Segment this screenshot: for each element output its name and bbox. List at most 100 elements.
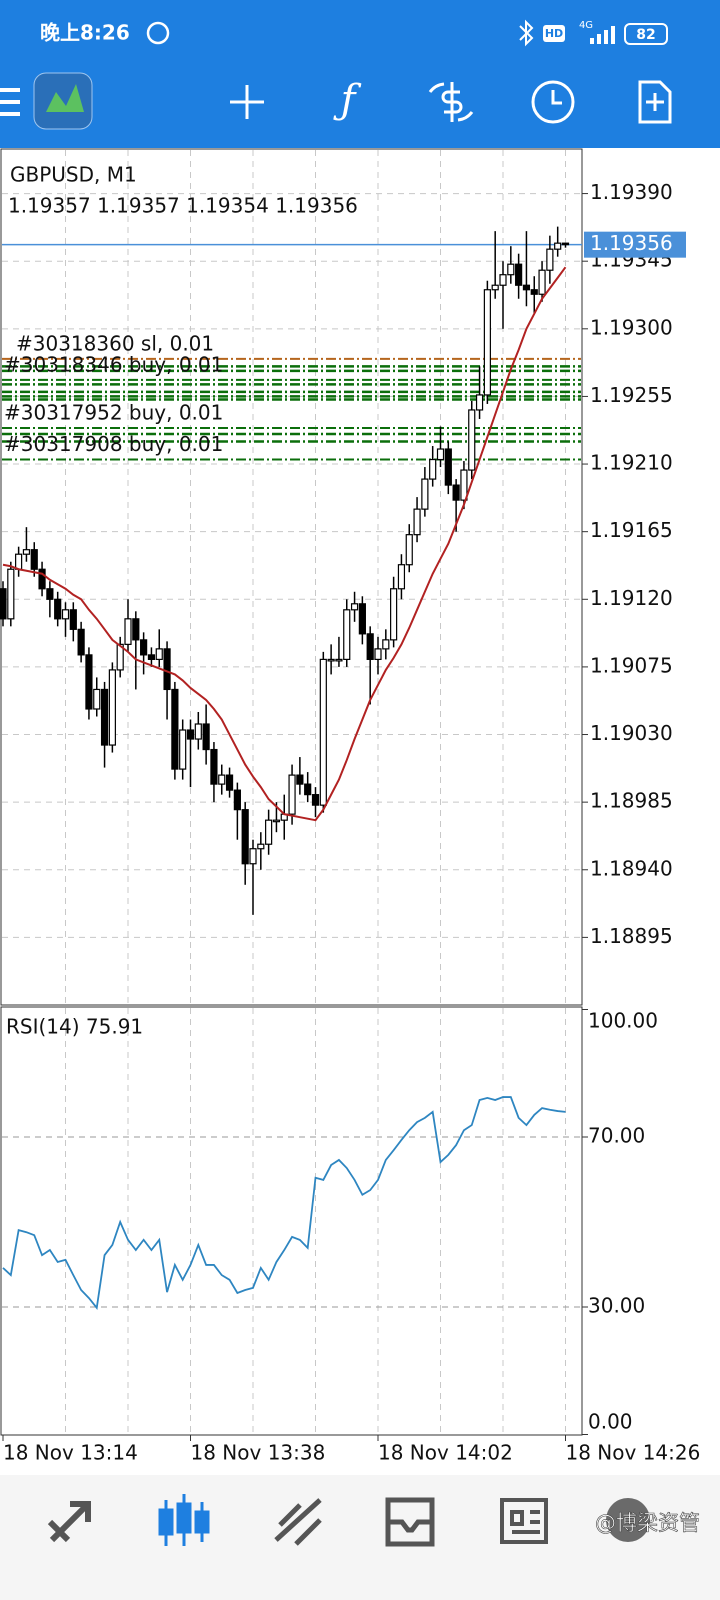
candle-body xyxy=(304,783,312,796)
moving-average xyxy=(2,266,567,822)
candle-body xyxy=(61,609,70,620)
y-tick-label: 1.19255 xyxy=(590,383,673,407)
candle-body xyxy=(413,508,421,536)
chart-title: GBPUSD, M1 xyxy=(10,163,137,187)
candle-body xyxy=(429,458,437,480)
candle-body xyxy=(436,448,445,461)
candle-body xyxy=(343,609,351,660)
menu-button[interactable] xyxy=(0,88,20,116)
candle-body xyxy=(288,774,296,815)
candle-body xyxy=(491,284,499,291)
candle-body xyxy=(30,549,38,570)
bid-label: 1.19356 xyxy=(590,231,673,255)
candle-body xyxy=(46,588,54,600)
candle-body xyxy=(374,648,382,660)
candle-body xyxy=(311,794,320,806)
nav-quotes[interactable] xyxy=(47,1501,91,1543)
candle-body xyxy=(335,658,343,662)
x-tick-label: 18 Nov 14:26 xyxy=(566,1441,701,1465)
y-tick-label: 1.19210 xyxy=(590,451,673,475)
trade-button[interactable] xyxy=(428,82,474,122)
candle-body xyxy=(546,248,554,271)
candle-body xyxy=(483,289,491,396)
period-button[interactable] xyxy=(531,80,575,124)
candle-body xyxy=(100,688,109,746)
candle-body xyxy=(225,774,234,791)
candle-body xyxy=(296,774,304,785)
rsi-line xyxy=(2,1096,566,1311)
candle-body xyxy=(171,688,179,770)
hd-label: HD xyxy=(545,27,563,40)
candle-body xyxy=(186,729,195,740)
y-tick-label: 1.19030 xyxy=(590,721,673,745)
candle-body xyxy=(147,654,156,660)
bluetooth-icon xyxy=(519,19,534,47)
y-tick-label: 1.19300 xyxy=(590,315,673,339)
candle-body xyxy=(554,242,562,250)
y-tick-label: 1.18985 xyxy=(590,789,673,813)
y-tick-label: 100.00 xyxy=(588,1009,658,1033)
rsi-panel xyxy=(0,1006,583,1436)
candle-body xyxy=(233,789,241,811)
candle-body xyxy=(515,263,523,286)
candle-body xyxy=(499,274,507,286)
candle-body xyxy=(468,409,476,471)
candle-body xyxy=(475,394,484,411)
candle-body xyxy=(460,469,468,501)
candle-body xyxy=(397,564,406,590)
candle-body xyxy=(179,729,187,770)
nav-trade[interactable] xyxy=(274,1498,322,1546)
candle-body xyxy=(140,639,148,656)
candle-body xyxy=(319,658,327,806)
x-tick-label: 18 Nov 14:02 xyxy=(378,1441,513,1465)
candle-body xyxy=(163,648,171,691)
y-tick-label: 1.19120 xyxy=(590,586,673,610)
template-button[interactable] xyxy=(638,80,672,124)
candle-body xyxy=(241,809,249,865)
nav-news[interactable] xyxy=(500,1498,548,1544)
candle-body xyxy=(210,748,218,785)
order-label: #30318346 buy, 0.01 xyxy=(4,352,223,376)
candle-body xyxy=(366,633,374,660)
period-hands xyxy=(551,90,562,105)
watermark: @博梁资管 xyxy=(595,1511,700,1535)
candle-body xyxy=(507,263,515,276)
y-tick-label: 1.18895 xyxy=(590,924,673,948)
candle-body xyxy=(116,643,124,671)
status-icon xyxy=(146,21,170,45)
x-tick-label: 18 Nov 13:14 xyxy=(3,1441,138,1465)
candle-body xyxy=(93,688,101,710)
nav-messages[interactable] xyxy=(606,1498,650,1542)
candle-body xyxy=(405,534,413,566)
app-bar xyxy=(0,0,720,148)
bottom-nav xyxy=(0,1475,720,1600)
candle-body xyxy=(522,284,531,291)
candle-body xyxy=(350,603,359,611)
candle-body xyxy=(358,603,366,635)
battery-label: 82 xyxy=(636,27,655,43)
status-time: 晚上8:26 xyxy=(40,21,130,45)
candle-body xyxy=(452,484,460,501)
app-logo[interactable] xyxy=(33,72,93,130)
candle-body xyxy=(15,553,23,570)
candle-body xyxy=(530,289,538,295)
chart-subtitle: 1.19357 1.19357 1.19354 1.19356 xyxy=(8,194,358,218)
candle-body xyxy=(132,618,140,641)
candle-body xyxy=(77,628,85,656)
y-tick-label: 1.18940 xyxy=(590,856,673,880)
candle-body xyxy=(0,588,7,620)
candle-body xyxy=(421,478,429,510)
candle-body xyxy=(54,598,62,620)
candle-body xyxy=(218,774,226,785)
signal-icon xyxy=(590,26,615,44)
hd-badge xyxy=(543,25,565,42)
nav-history[interactable] xyxy=(385,1497,435,1547)
candle-body xyxy=(69,609,77,630)
crosshair-button[interactable] xyxy=(230,85,264,119)
candle-body xyxy=(7,568,15,620)
candle-body xyxy=(249,848,257,865)
candle-body xyxy=(124,618,132,645)
nav-chart[interactable] xyxy=(158,1494,210,1546)
candle-body xyxy=(257,843,265,850)
